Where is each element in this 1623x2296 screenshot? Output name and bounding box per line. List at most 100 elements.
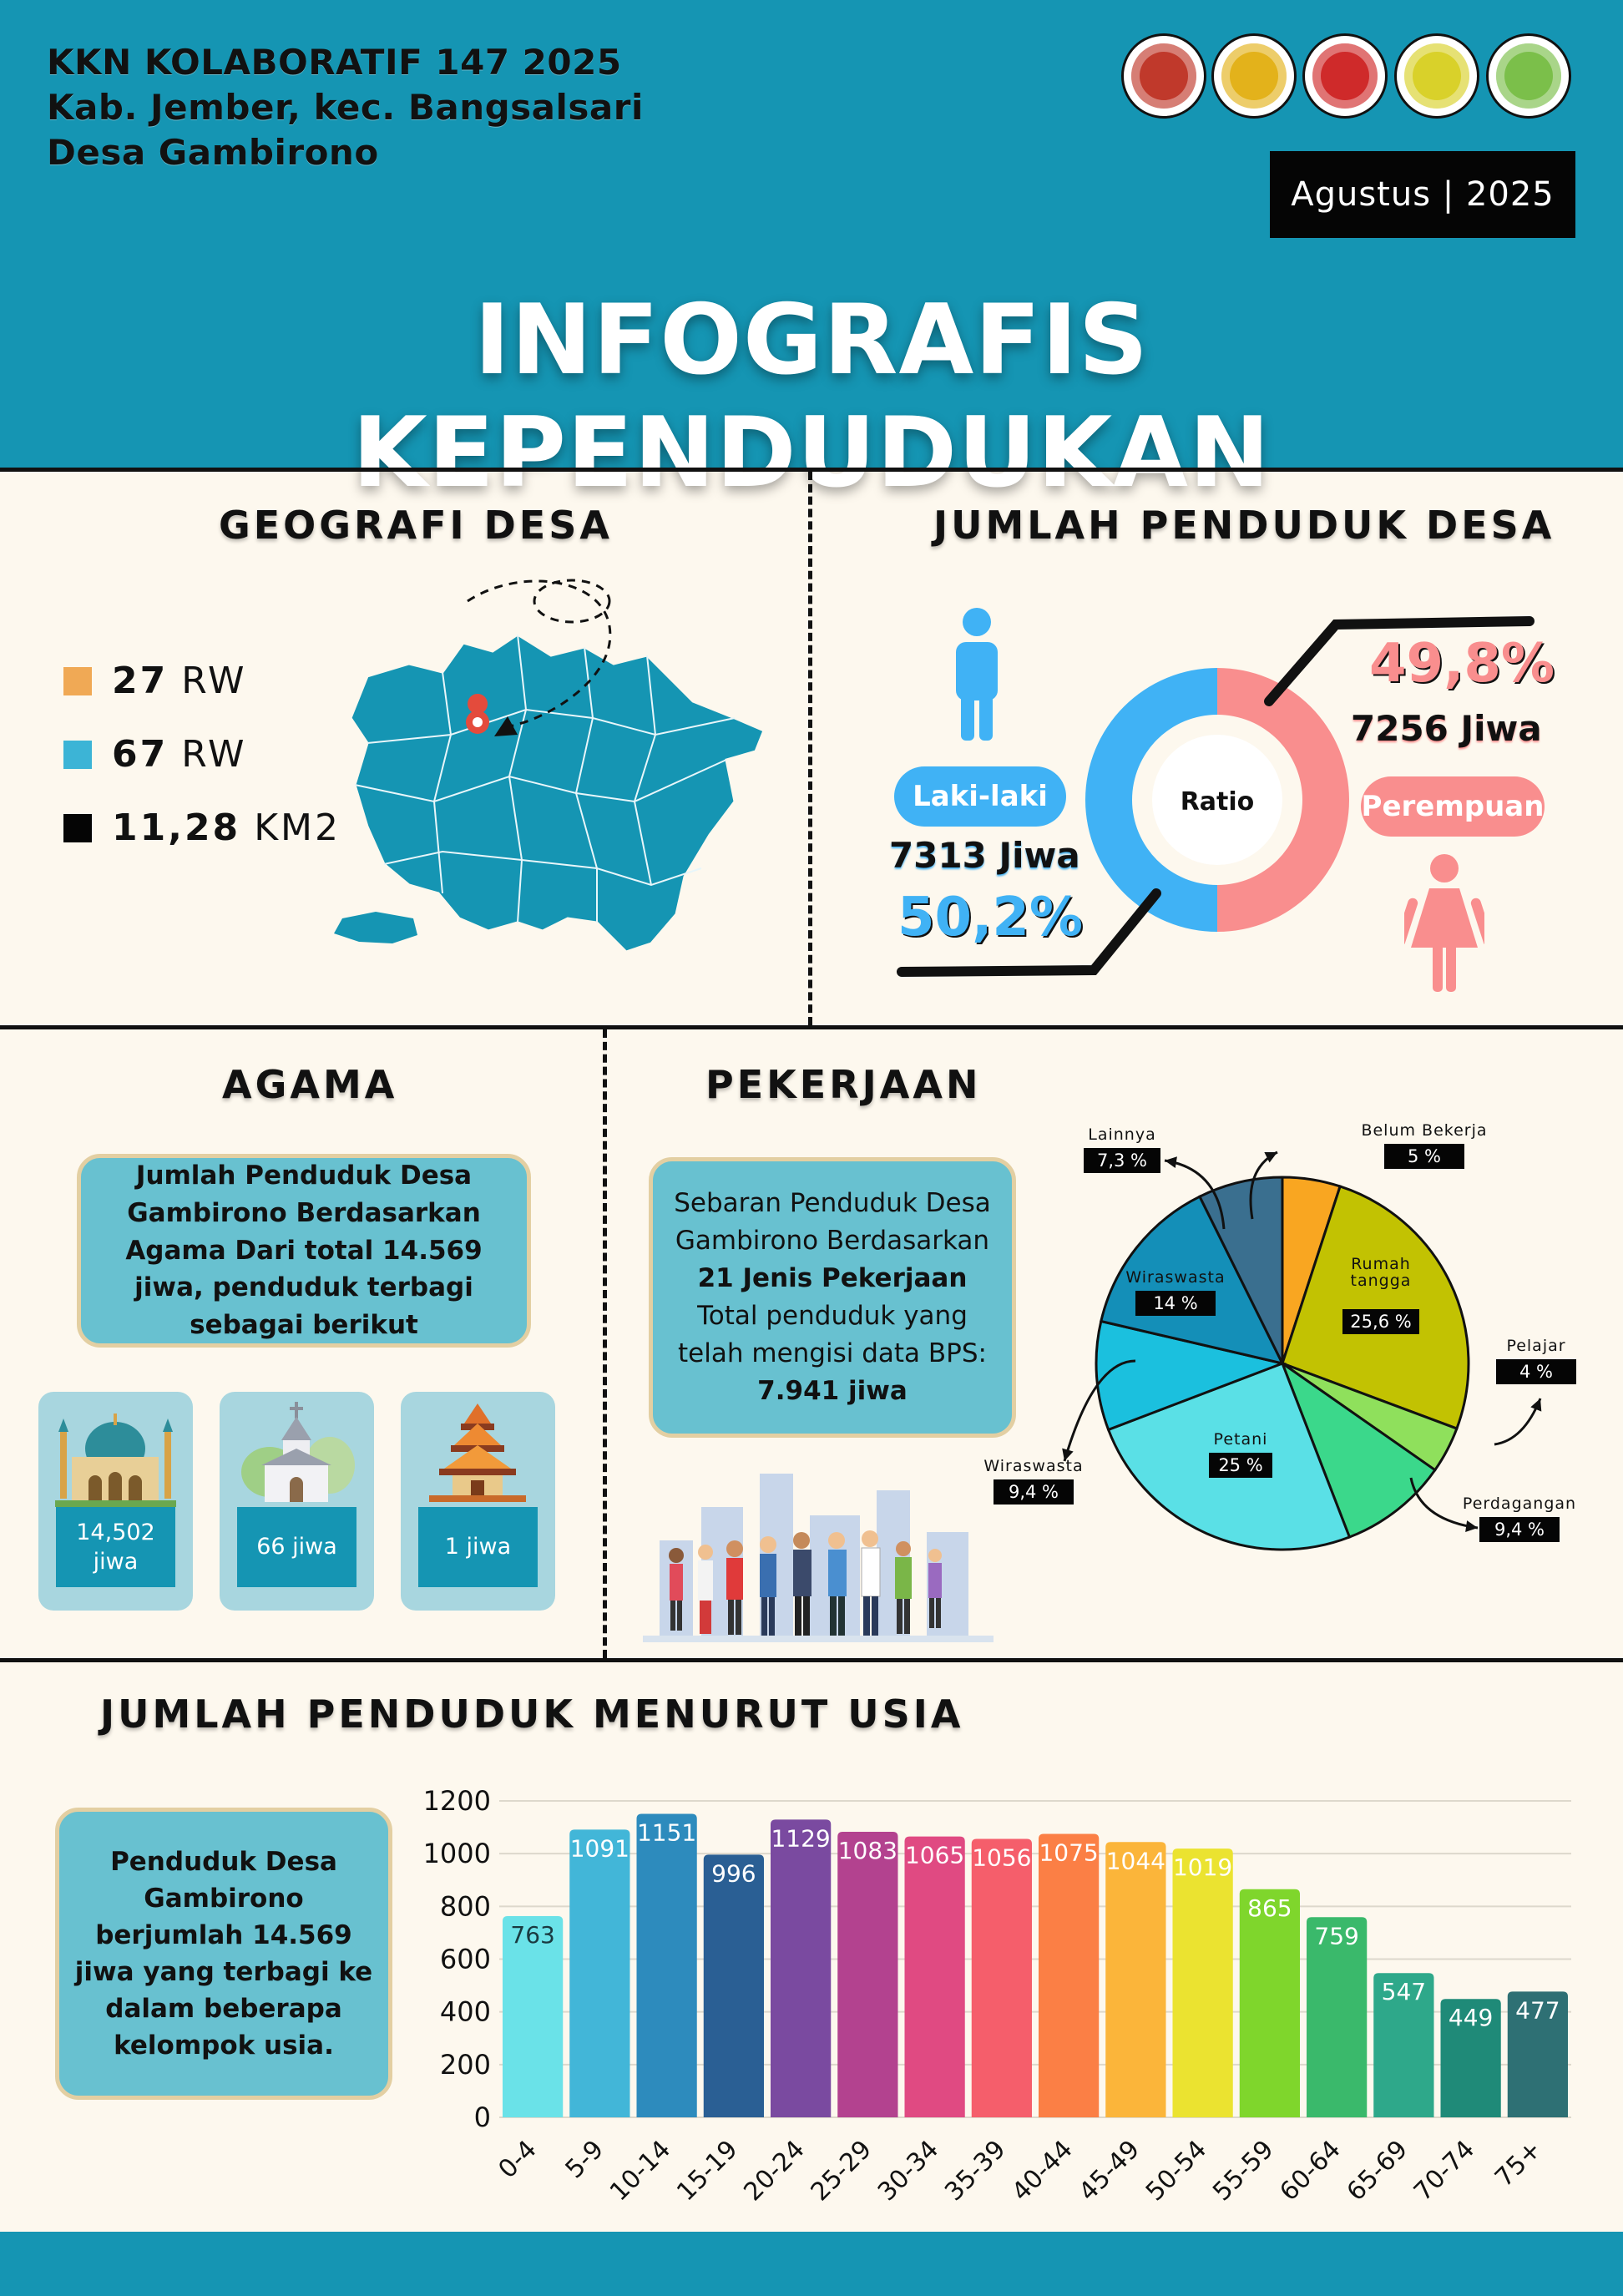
divider-vertical-2 [603, 1029, 607, 1658]
female-label-pill: Perempuan [1361, 776, 1545, 837]
bar-value-label: 547 [1382, 1978, 1426, 2005]
pie-category-label: Wiraswasta [983, 1457, 1083, 1475]
pie-value-label: 9,4 % [1494, 1520, 1545, 1540]
pie-value-box [1496, 1359, 1576, 1384]
usia-description: Penduduk Desa Gambirono berjumlah 14.569… [55, 1808, 392, 2100]
black-square-icon [63, 813, 92, 842]
x-tick-label: 10-14 [604, 2135, 676, 2207]
pie-leader-arrow [1063, 1359, 1136, 1462]
bar-value-label: 1065 [905, 1842, 964, 1869]
x-tick-label: 20-24 [738, 2135, 810, 2207]
male-label-pill: Laki-laki [894, 766, 1066, 827]
y-tick-label: 1200 [423, 1785, 491, 1817]
geo-item-rw-2: 67 RW [63, 733, 247, 776]
x-tick-label: 55-59 [1207, 2135, 1279, 2207]
x-tick-label: 40-44 [1006, 2135, 1078, 2207]
female-count: 7256 Jiwa [1351, 708, 1542, 749]
bar-value-label: 1151 [637, 1818, 696, 1846]
bar [1039, 1833, 1100, 2117]
divider-middle [0, 1025, 1623, 1029]
bar-value-label: 865 [1247, 1894, 1292, 1922]
pekerjaan-heading: PEKERJAAN [705, 1062, 982, 1107]
female-ratio-segment [1217, 668, 1349, 932]
pie-value-box [1135, 1291, 1216, 1316]
religion-label-christian: 66 jiwa [237, 1507, 356, 1587]
male-ratio-segment [1085, 668, 1217, 932]
pie-category-label: tangga [1351, 1272, 1412, 1290]
x-tick-label: 75+ [1489, 2135, 1548, 2193]
bar [569, 1829, 630, 2117]
bar [1307, 1917, 1368, 2117]
usia-heading: JUMLAH PENDUDUK MENURUT USIA [100, 1692, 964, 1737]
agama-heading: AGAMA [222, 1062, 398, 1107]
pie-category-label: Wiraswasta [1125, 1268, 1225, 1287]
pie-value-label: 9,4 % [1009, 1482, 1059, 1502]
pie-value-label: 7,3 % [1097, 1151, 1147, 1171]
bar [703, 1854, 764, 2117]
geografi-heading: GEOGRAFI DESA [219, 503, 613, 548]
universitas-jember-logo [1211, 33, 1297, 119]
pie-category-label: Belum Bekerja [1361, 1121, 1487, 1140]
bar-value-label: 1075 [1039, 1838, 1098, 1866]
header-line-2: Kab. Jember, kec. Bangsalsari [47, 87, 644, 128]
pie-value-label: 4 % [1519, 1362, 1553, 1382]
geo-item-area: 11,28 KM2 [63, 807, 341, 849]
x-tick-label: 65-69 [1342, 2135, 1413, 2207]
pie-slice [1099, 1195, 1285, 1366]
religion-card-christian: 66 jiwa [220, 1392, 374, 1611]
date-badge: Agustus | 2025 [1270, 151, 1575, 238]
pie-slice [1197, 1176, 1284, 1364]
institution-emblem-logo [1302, 33, 1388, 119]
agama-description: Jumlah Penduduk Desa Gambirono Berdasark… [77, 1154, 531, 1348]
arrowhead-icon [1264, 1152, 1277, 1163]
kkn-gambirono-logo [1486, 33, 1571, 119]
x-tick-label: 15-19 [671, 2135, 743, 2207]
x-tick-label: 30-34 [872, 2135, 944, 2207]
pie-value-box [1209, 1453, 1272, 1478]
pie-value-box [1084, 1148, 1160, 1173]
x-tick-label: 60-64 [1274, 2135, 1346, 2207]
female-person-icon [1404, 854, 1484, 992]
mosque-icon [55, 1414, 176, 1507]
pie-category-label: Petani [1214, 1430, 1268, 1449]
x-tick-label: 25-29 [806, 2135, 877, 2207]
bar [971, 1838, 1032, 2117]
bar [1507, 1991, 1568, 2117]
ratio-center-label: Ratio [1181, 787, 1255, 817]
bar [1239, 1889, 1300, 2117]
male-percent: 50,2% [897, 887, 1084, 948]
pie-category-label: Rumah [1351, 1255, 1411, 1273]
bar-value-label: 1044 [1106, 1847, 1165, 1874]
pie-value-label: 25 % [1218, 1455, 1262, 1475]
bar-value-label: 763 [510, 1921, 554, 1949]
y-tick-label: 800 [440, 1890, 491, 1922]
bar-value-label: 449 [1449, 2004, 1493, 2031]
bar [636, 1813, 697, 2117]
bar-value-label: 1091 [570, 1834, 629, 1862]
village-map-icon [334, 579, 766, 953]
penduduk-heading: JUMLAH PENDUDUK DESA [933, 503, 1555, 548]
header-line-1: KKN KOLABORATIF 147 2025 [47, 42, 622, 83]
bar-value-label: 1083 [838, 1837, 897, 1864]
arrowhead-icon [1062, 1448, 1074, 1461]
bar-value-label: 759 [1314, 1922, 1358, 1950]
regency-emblem-logo [1121, 33, 1206, 119]
pie-slice [1095, 1319, 1287, 1432]
temple-icon [429, 1403, 526, 1502]
bar-value-label: 1129 [771, 1824, 830, 1852]
male-person-icon [956, 608, 998, 741]
bar-value-label: 996 [711, 1859, 756, 1887]
bar [1440, 1999, 1501, 2117]
bar [1172, 1848, 1233, 2117]
geo-item-rw: 27 RW [63, 660, 247, 702]
pie-category-label: Lainnya [1088, 1125, 1155, 1144]
religion-label-islam: 14,502 jiwa [56, 1507, 175, 1587]
arrowhead-icon [1465, 1520, 1478, 1532]
pie-slice [1279, 1359, 1437, 1539]
arrowhead-icon [1165, 1156, 1177, 1169]
church-icon [241, 1402, 355, 1502]
bar [771, 1819, 832, 2117]
male-count: 7313 Jiwa [889, 835, 1080, 876]
ratio-donut-chart: Ratio [897, 616, 1535, 977]
